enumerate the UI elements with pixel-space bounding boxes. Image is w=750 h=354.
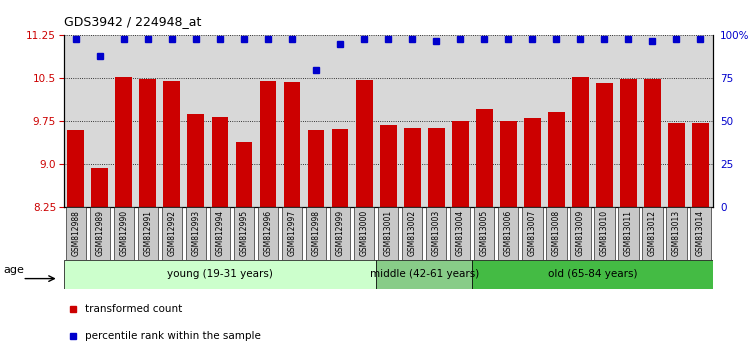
FancyBboxPatch shape <box>138 207 158 260</box>
Text: GSM812990: GSM812990 <box>119 210 128 256</box>
Text: GSM812997: GSM812997 <box>287 210 296 256</box>
Text: GSM812998: GSM812998 <box>311 210 320 256</box>
Bar <box>476 109 493 207</box>
FancyBboxPatch shape <box>522 207 542 260</box>
Bar <box>404 128 421 207</box>
Bar <box>620 79 637 207</box>
FancyBboxPatch shape <box>618 207 638 260</box>
Bar <box>92 168 108 207</box>
Text: GSM813000: GSM813000 <box>359 210 368 256</box>
Text: GSM812992: GSM812992 <box>167 210 176 256</box>
FancyBboxPatch shape <box>113 207 134 260</box>
Text: GSM813010: GSM813010 <box>600 210 609 256</box>
Bar <box>572 77 589 207</box>
Bar <box>164 81 180 207</box>
FancyBboxPatch shape <box>65 207 86 260</box>
FancyBboxPatch shape <box>186 207 206 260</box>
Text: GSM813003: GSM813003 <box>432 210 441 256</box>
FancyBboxPatch shape <box>426 207 446 260</box>
FancyBboxPatch shape <box>570 207 590 260</box>
FancyBboxPatch shape <box>330 207 350 260</box>
Bar <box>380 125 397 207</box>
FancyBboxPatch shape <box>546 207 566 260</box>
FancyBboxPatch shape <box>258 207 278 260</box>
Bar <box>68 130 84 207</box>
Bar <box>260 81 277 207</box>
Text: age: age <box>3 265 24 275</box>
FancyBboxPatch shape <box>594 207 614 260</box>
Bar <box>116 77 132 207</box>
Text: GSM813002: GSM813002 <box>408 210 417 256</box>
Text: middle (42-61 years): middle (42-61 years) <box>370 269 478 279</box>
Bar <box>500 121 517 207</box>
Text: GSM813014: GSM813014 <box>696 210 705 256</box>
Bar <box>524 118 541 207</box>
Text: GSM812999: GSM812999 <box>335 210 344 256</box>
Bar <box>548 112 565 207</box>
FancyBboxPatch shape <box>666 207 687 260</box>
Bar <box>140 79 156 207</box>
Bar <box>236 142 252 207</box>
Text: young (19-31 years): young (19-31 years) <box>167 269 273 279</box>
Text: GSM813013: GSM813013 <box>672 210 681 256</box>
FancyBboxPatch shape <box>378 207 398 260</box>
Text: transformed count: transformed count <box>85 304 182 314</box>
Bar <box>188 114 204 207</box>
Text: GSM813008: GSM813008 <box>552 210 561 256</box>
FancyBboxPatch shape <box>210 207 230 260</box>
Text: GSM812995: GSM812995 <box>239 210 248 256</box>
Text: GDS3942 / 224948_at: GDS3942 / 224948_at <box>64 15 201 28</box>
FancyBboxPatch shape <box>376 260 472 289</box>
Text: GSM813006: GSM813006 <box>504 210 513 256</box>
Bar <box>596 84 613 207</box>
FancyBboxPatch shape <box>64 260 376 289</box>
FancyBboxPatch shape <box>642 207 663 260</box>
FancyBboxPatch shape <box>472 260 712 289</box>
FancyBboxPatch shape <box>306 207 326 260</box>
Bar <box>427 128 445 207</box>
Bar <box>692 123 709 207</box>
Bar <box>332 129 349 207</box>
Bar <box>644 79 661 207</box>
Text: GSM812994: GSM812994 <box>215 210 224 256</box>
Bar <box>452 121 469 207</box>
Text: GSM813004: GSM813004 <box>456 210 465 256</box>
Bar <box>668 123 685 207</box>
Bar <box>308 130 325 207</box>
FancyBboxPatch shape <box>89 207 110 260</box>
Text: GSM813007: GSM813007 <box>528 210 537 256</box>
FancyBboxPatch shape <box>354 207 374 260</box>
Text: GSM812996: GSM812996 <box>263 210 272 256</box>
Bar <box>356 80 373 207</box>
Text: GSM812993: GSM812993 <box>191 210 200 256</box>
Text: percentile rank within the sample: percentile rank within the sample <box>85 331 260 341</box>
FancyBboxPatch shape <box>282 207 302 260</box>
Text: GSM812991: GSM812991 <box>143 210 152 256</box>
Text: GSM813001: GSM813001 <box>383 210 393 256</box>
Text: GSM813009: GSM813009 <box>576 210 585 256</box>
Text: GSM812989: GSM812989 <box>95 210 104 256</box>
Text: old (65-84 years): old (65-84 years) <box>548 269 637 279</box>
Bar <box>284 82 301 207</box>
FancyBboxPatch shape <box>498 207 518 260</box>
Bar <box>211 117 228 207</box>
FancyBboxPatch shape <box>234 207 254 260</box>
Text: GSM813005: GSM813005 <box>480 210 489 256</box>
Text: GSM812988: GSM812988 <box>71 210 80 256</box>
FancyBboxPatch shape <box>450 207 470 260</box>
Text: GSM813012: GSM813012 <box>648 210 657 256</box>
FancyBboxPatch shape <box>402 207 422 260</box>
Text: GSM813011: GSM813011 <box>624 210 633 256</box>
FancyBboxPatch shape <box>162 207 182 260</box>
FancyBboxPatch shape <box>474 207 494 260</box>
FancyBboxPatch shape <box>690 207 711 260</box>
